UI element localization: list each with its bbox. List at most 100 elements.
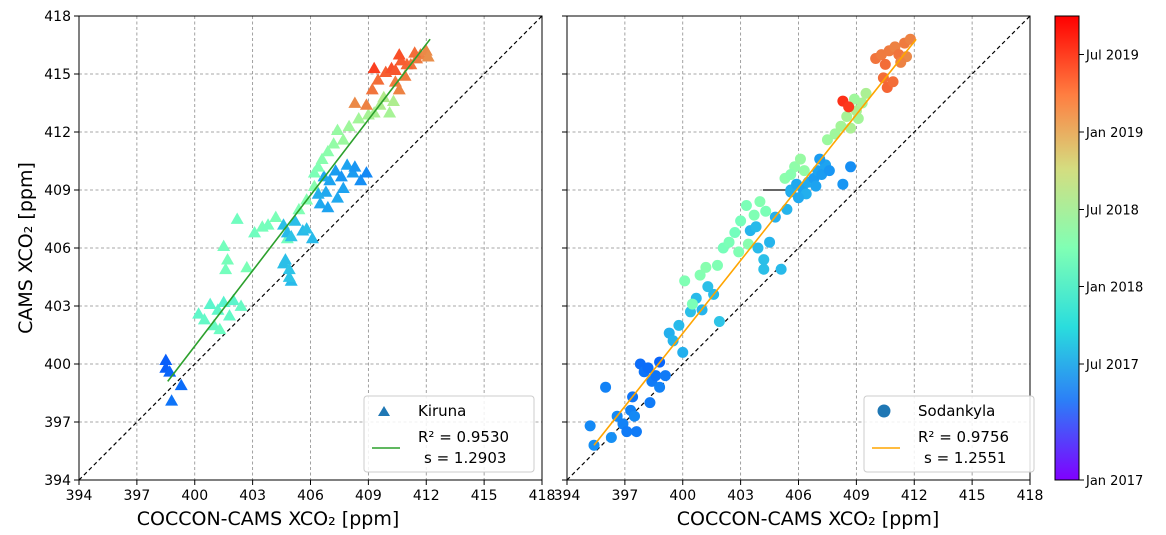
data-point [659,370,671,382]
left-y-axis-label: CAMS XCO₂ [ppm] [15,162,37,334]
data-point [694,269,706,281]
data-point [386,94,400,106]
data-point [742,238,754,250]
data-point [848,93,860,105]
data-point [775,263,787,275]
data-point [398,69,412,81]
data-point [794,153,806,165]
x-tick-label: 397 [612,488,639,504]
data-point [342,119,356,132]
left-legend: Kiruna R² = 0.9530 s = 1.2903 [363,395,535,473]
data-point [781,203,793,215]
data-point [686,298,698,310]
x-tick-label: 415 [959,488,986,504]
x-tick-label: 394 [66,488,93,504]
x-tick-label: 418 [529,488,556,504]
colorbar-gradient [1054,15,1080,481]
data-point [711,259,723,271]
data-point [365,82,379,95]
data-point [642,362,654,374]
y-tick-label: 415 [44,67,71,83]
data-point [677,346,689,358]
data-point [702,281,714,293]
left-legend-series-name: Kiruna [418,402,466,420]
x-tick-label: 406 [297,488,324,504]
x-tick-label: 403 [239,488,266,504]
data-point [654,381,666,393]
x-tick-label: 406 [785,488,812,504]
y-tick-label: 394 [44,473,71,489]
data-point [222,309,236,321]
data-point [605,431,617,443]
colorbar-tick-label: Jul 2018 [1085,203,1139,218]
x-tick-label: 412 [901,488,928,504]
data-point [837,178,849,190]
data-point [879,58,891,70]
data-point [352,111,366,124]
data-point [248,226,262,238]
data-point [282,262,296,275]
left-x-axis-label: COCCON-CAMS XCO₂ [ppm] [137,508,400,530]
data-point [650,370,662,382]
data-point [392,82,406,95]
data-point [835,120,847,132]
data-point [311,187,325,199]
data-point [165,394,179,406]
right-legend-box [863,395,1035,473]
data-point [346,166,360,178]
data-point [197,313,211,325]
data-point [323,173,337,186]
x-tick-label: 409 [843,488,870,504]
data-point [331,191,345,203]
x-tick-label: 403 [727,488,754,504]
data-point [388,75,402,87]
x-tick-label: 400 [669,488,696,504]
data-point [764,236,776,248]
colorbar-tick-label: Jul 2019 [1085,49,1139,64]
data-point [679,275,691,287]
right-legend: Sodankyla R² = 0.9756 s = 1.2551 [863,395,1035,473]
data-point [887,76,899,88]
y-tick-label: 397 [44,415,71,431]
data-point [226,293,240,306]
data-point [348,160,362,172]
data-point [584,420,596,432]
data-point [261,218,275,230]
data-point [348,96,362,108]
right-one-to-one-line [566,15,1031,481]
colorbar-ticks: Jul 2019 Jan 2019 Jul 2018 Jan 2018 Jul 2017… [1079,49,1143,489]
data-point [421,50,435,62]
data-point [359,166,373,178]
data-point [300,222,314,234]
right-legend-s: s = 1.2551 [924,449,1006,467]
y-tick-label: 400 [44,357,71,373]
right-panel: 394 397 400 403 406 409 412 415 418 COCCON-CAMS … [554,15,1044,530]
data-point [621,426,633,438]
data-point [240,260,254,273]
data-point [340,158,354,170]
data-point [785,169,797,181]
data-point [667,335,679,347]
x-tick-label: 397 [124,488,151,504]
data-point [354,173,368,186]
data-point [315,152,329,164]
x-tick-label: 400 [181,488,208,504]
y-tick-label: 412 [44,125,71,141]
colorbar: Jul 2019 Jan 2019 Jul 2018 Jan 2018 Jul 2017… [1054,15,1143,489]
x-tick-label: 412 [413,488,440,504]
left-legend-marker [378,406,390,416]
x-tick-label: 418 [1017,488,1044,504]
right-legend-series-name: Sodankyla [918,402,995,420]
data-point [752,242,764,254]
data-point [300,193,314,205]
data-point [213,322,227,335]
left-legend-s: s = 1.2903 [424,449,506,467]
data-point [877,72,889,84]
colorbar-tick-label: Jan 2018 [1085,281,1143,296]
data-point [845,161,857,173]
data-point [377,90,391,103]
data-point [740,199,752,211]
